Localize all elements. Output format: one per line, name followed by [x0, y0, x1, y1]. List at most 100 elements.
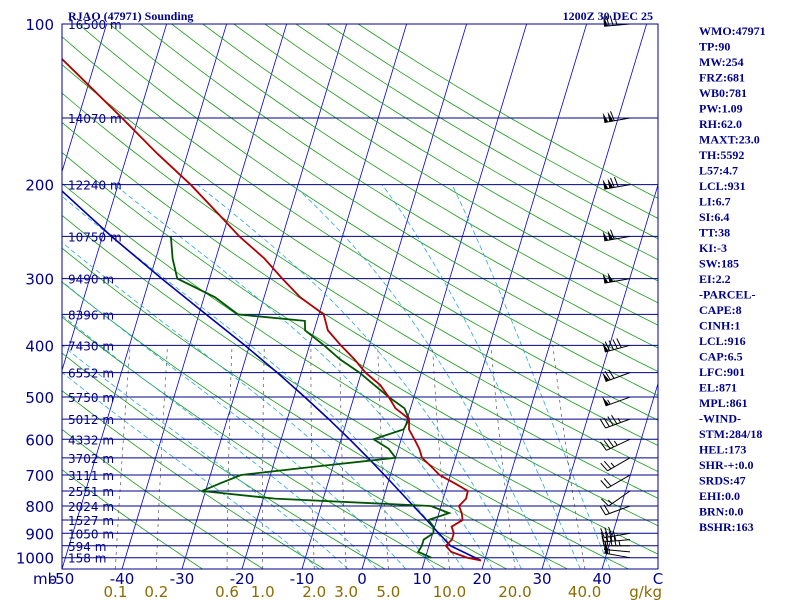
wind-barb-full — [604, 370, 611, 381]
wind-barb-full — [600, 462, 608, 472]
wind-barb-full — [610, 177, 615, 188]
moist-adiabat — [62, 195, 464, 569]
pressure-tick-label: 700 — [25, 467, 54, 485]
mixing-ratio-tick-label: 0.2 — [144, 583, 168, 600]
dry-adiabat — [62, 352, 386, 569]
wind-barb-flag — [602, 273, 609, 284]
wind-barb-staff — [607, 474, 631, 489]
index-row: MAXT:23.0 — [699, 133, 760, 147]
wind-barb-full — [603, 460, 612, 470]
index-row: WB0:781 — [699, 86, 747, 100]
wind-barb-full — [604, 527, 609, 538]
wind-barb — [602, 111, 631, 123]
wind-barb-staff — [604, 235, 631, 242]
dry-adiabat — [62, 469, 203, 569]
height-label: 1527 m — [68, 514, 114, 528]
wind-barb-full — [603, 478, 612, 487]
wind-barb-flag — [602, 372, 610, 382]
isotherm-line — [361, 24, 527, 569]
wind-barb-staff — [606, 438, 631, 451]
mixing-ratio-line — [339, 345, 347, 569]
height-label: 16500 m — [68, 18, 122, 32]
isotherm-line — [601, 382, 658, 569]
wind-barb-staff — [605, 396, 631, 407]
parcel-trace — [62, 189, 482, 562]
moist-adiabat — [62, 241, 436, 569]
pressure-tick-label: 300 — [25, 271, 54, 289]
index-row: FRZ:681 — [699, 71, 745, 85]
pressure-tick-label: 600 — [25, 431, 54, 449]
temperature-tick-label: 0 — [357, 570, 367, 588]
dry-adiabat — [62, 183, 658, 555]
isotherm-line — [0, 24, 47, 569]
wind-barb — [602, 396, 631, 407]
sounding-title: RJAO (47971) Sounding — [68, 9, 193, 23]
temperature-trace — [62, 57, 482, 562]
plot-frame — [61, 23, 659, 570]
wind-barb-staff — [604, 184, 631, 190]
dry-adiabat — [62, 151, 658, 527]
height-label: 158 m — [68, 552, 106, 566]
pressure-tick-label: 400 — [25, 337, 54, 355]
wind-barb — [599, 414, 631, 429]
isotherm-line — [62, 24, 167, 372]
index-row: MPL:861 — [699, 396, 748, 410]
mixing-ratio-tick-label: 1.0 — [251, 583, 275, 600]
wind-barb-full — [603, 417, 610, 427]
index-row: PW:1.09 — [699, 102, 743, 116]
index-row: KI:-3 — [699, 241, 727, 255]
temperature-tick-label: 20 — [472, 570, 491, 588]
index-row: LCL:931 — [699, 179, 746, 193]
wind-barb-flag — [607, 178, 614, 189]
index-row: SHR-+:0.0 — [699, 458, 754, 472]
dry-adiabat — [78, 24, 658, 397]
pressure-tick-label: 100 — [25, 16, 54, 34]
index-row: TT:38 — [699, 226, 730, 240]
index-row: LCL:916 — [699, 334, 746, 348]
pressure-tick-label: 900 — [25, 525, 54, 543]
height-label: 2024 m — [68, 500, 114, 514]
dry-adiabat — [62, 92, 658, 472]
index-row: EHI:0.0 — [699, 489, 740, 503]
dry-adiabat — [62, 428, 264, 569]
isotherm-line — [541, 183, 658, 569]
wind-barb — [602, 369, 631, 382]
temperature-tick-label: 40 — [592, 570, 611, 588]
height-label: 594 m — [68, 540, 106, 554]
wind-barb-full — [608, 340, 615, 350]
pressure-tick-label: 1000 — [16, 550, 54, 568]
moist-adiabat — [197, 184, 523, 569]
wind-barb-full — [611, 414, 618, 425]
mixing-ratio-unit-label: g/kg — [629, 583, 662, 600]
wind-barb-flag — [607, 111, 614, 122]
height-label: 2551 m — [68, 485, 114, 499]
mixing-ratio-line — [262, 345, 265, 569]
wind-barb-full — [608, 526, 613, 537]
dry-adiabat — [109, 24, 658, 372]
wind-barb-staff — [605, 418, 631, 429]
wind-barb-half — [607, 499, 613, 504]
mixing-ratio-tick-label: 5.0 — [376, 583, 400, 600]
wind-barb-staff — [607, 457, 631, 472]
wind-barb-full — [604, 531, 609, 542]
wind-barb-flag — [602, 396, 610, 406]
wind-barb-half — [613, 440, 618, 446]
wind-barb-staff — [605, 372, 631, 382]
mixing-ratio-line — [552, 345, 586, 569]
dry-adiabat — [62, 390, 325, 569]
height-label: 8396 m — [68, 308, 114, 322]
index-row: BRN:0.0 — [699, 505, 743, 519]
wind-barb — [600, 457, 631, 472]
dry-adiabat — [62, 36, 658, 421]
sounding-time: 1200Z 30 DEC 25 — [563, 9, 653, 23]
mixing-ratio-tick-label: 0.6 — [215, 583, 239, 600]
wind-barb-full — [604, 341, 611, 351]
wind-barb — [602, 229, 631, 242]
wind-barb-half — [610, 462, 615, 468]
index-row: LFC:901 — [699, 365, 745, 379]
dry-adiabat — [202, 24, 658, 304]
dry-adiabat — [140, 24, 658, 349]
dry-adiabat — [62, 64, 658, 446]
wind-barb — [602, 272, 631, 284]
wind-barb-full — [599, 505, 606, 516]
